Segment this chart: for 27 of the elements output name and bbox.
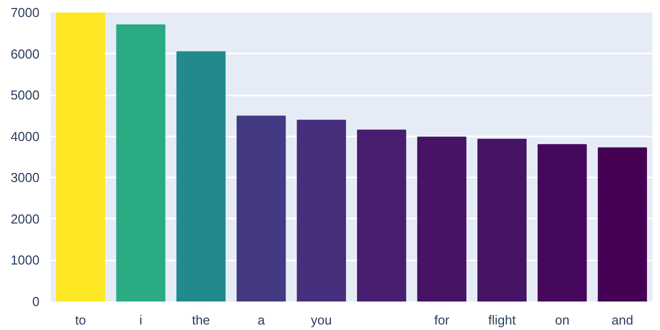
bar xyxy=(357,130,406,302)
x-tick-label: the xyxy=(192,312,210,328)
bar xyxy=(417,136,466,302)
bar xyxy=(538,144,587,302)
bar xyxy=(116,24,166,302)
y-tick-label: 2000 xyxy=(10,211,40,226)
x-tick-label: and xyxy=(612,312,634,328)
y-tick-label: 3000 xyxy=(10,170,40,186)
bar xyxy=(598,147,647,302)
bar xyxy=(56,12,106,302)
x-tick-label: flight xyxy=(488,312,516,328)
y-tick-label: 5000 xyxy=(10,88,40,103)
x-tick-label: i xyxy=(139,312,142,328)
x-tick-label: a xyxy=(258,312,266,328)
y-tick-label: 6000 xyxy=(10,46,40,62)
bar xyxy=(477,138,527,302)
x-tick-label: you xyxy=(310,312,332,328)
bar xyxy=(236,116,286,302)
y-tick-label: 7000 xyxy=(10,5,40,20)
x-tick-label: for xyxy=(434,312,450,328)
y-tick-label: 1000 xyxy=(10,252,40,268)
bar xyxy=(296,120,346,302)
x-tick-label: to xyxy=(75,312,86,328)
bar xyxy=(176,51,226,302)
y-tick-label: 0 xyxy=(32,294,40,309)
y-tick-label: 4000 xyxy=(10,128,40,144)
x-tick-label: on xyxy=(554,312,570,328)
